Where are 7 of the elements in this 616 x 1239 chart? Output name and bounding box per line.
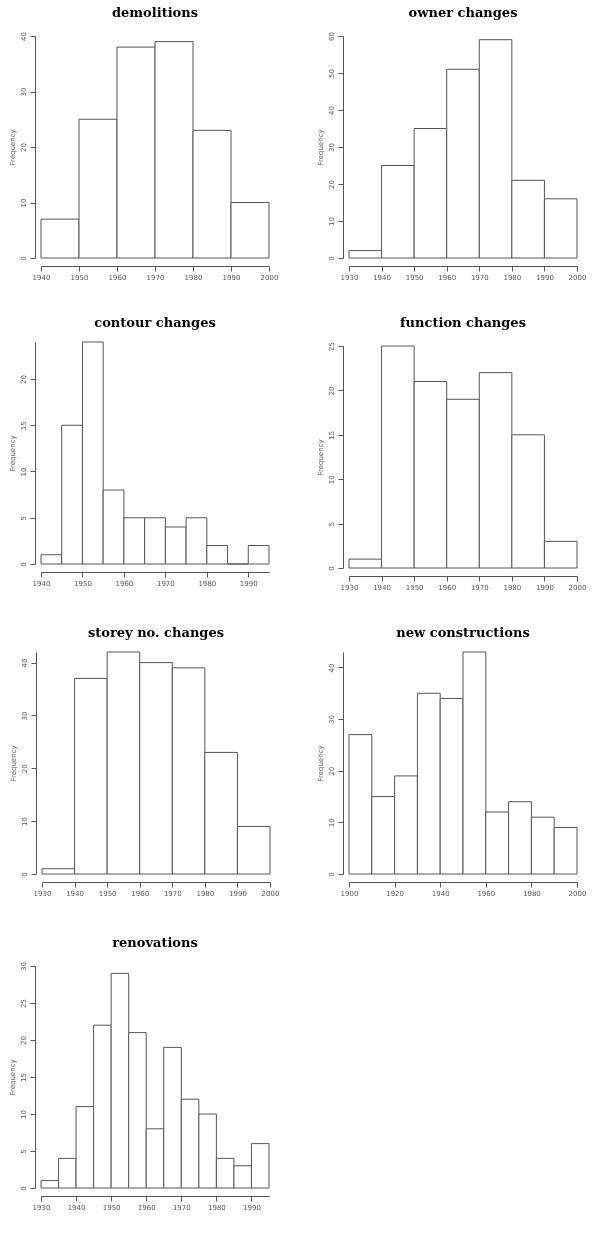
chart-title: storey no. changes [87, 624, 225, 640]
chart-title: contour changes [94, 314, 216, 330]
chart-title: renovations [112, 934, 198, 950]
chart-title: new constructions [396, 624, 530, 640]
chart-title: demolitions [111, 4, 199, 20]
chart-title: function changes [400, 314, 526, 330]
chart-title: owner changes [408, 4, 518, 20]
